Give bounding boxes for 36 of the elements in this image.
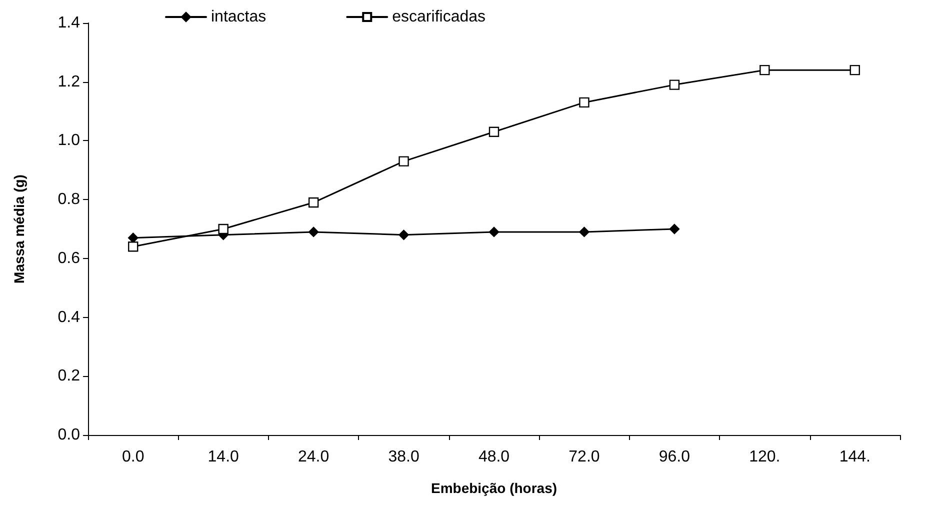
- x-tick-label: 48.0: [478, 448, 510, 466]
- x-tick-label: 0.0: [122, 448, 144, 466]
- point: [760, 64, 770, 76]
- point: [579, 97, 590, 108]
- y-tick-label: 1.0: [58, 132, 80, 150]
- point: [488, 126, 500, 137]
- x-tick-label: 72.0: [568, 448, 600, 466]
- y-axis-title: Massa média (g): [11, 174, 27, 284]
- point: [488, 226, 500, 238]
- legend-label: escarificadas: [392, 8, 486, 26]
- y-tick-label: 0.8: [58, 191, 80, 208]
- x-tick-label: 38.0: [388, 448, 420, 466]
- point: [398, 230, 409, 240]
- y-tick-label: 0.2: [58, 368, 80, 385]
- y-tick-label: 0.4: [58, 308, 80, 326]
- x-tick-label: 96.0: [658, 448, 690, 466]
- point: [308, 197, 319, 208]
- y-tick-label: 1.2: [58, 73, 80, 90]
- point: [669, 224, 680, 234]
- y-tick-label: 0.6: [58, 250, 80, 267]
- x-tick-label: 24.0: [298, 448, 330, 466]
- y-tick-label: 1.4: [58, 14, 80, 32]
- x-tick-label: 120.: [749, 448, 780, 466]
- x-axis-title: Embebição (horas): [430, 480, 558, 496]
- point: [669, 80, 680, 90]
- y-tick-label: 0.0: [58, 426, 80, 444]
- point: [308, 226, 319, 238]
- point: [128, 232, 138, 243]
- point: [218, 224, 228, 234]
- legend-label: intactas: [211, 8, 266, 26]
- point: [579, 226, 590, 238]
- x-tick-label: 144.: [839, 448, 870, 466]
- x-tick-label: 14.0: [208, 448, 240, 466]
- point: [128, 242, 138, 252]
- point: [850, 64, 860, 76]
- point: [398, 156, 409, 166]
